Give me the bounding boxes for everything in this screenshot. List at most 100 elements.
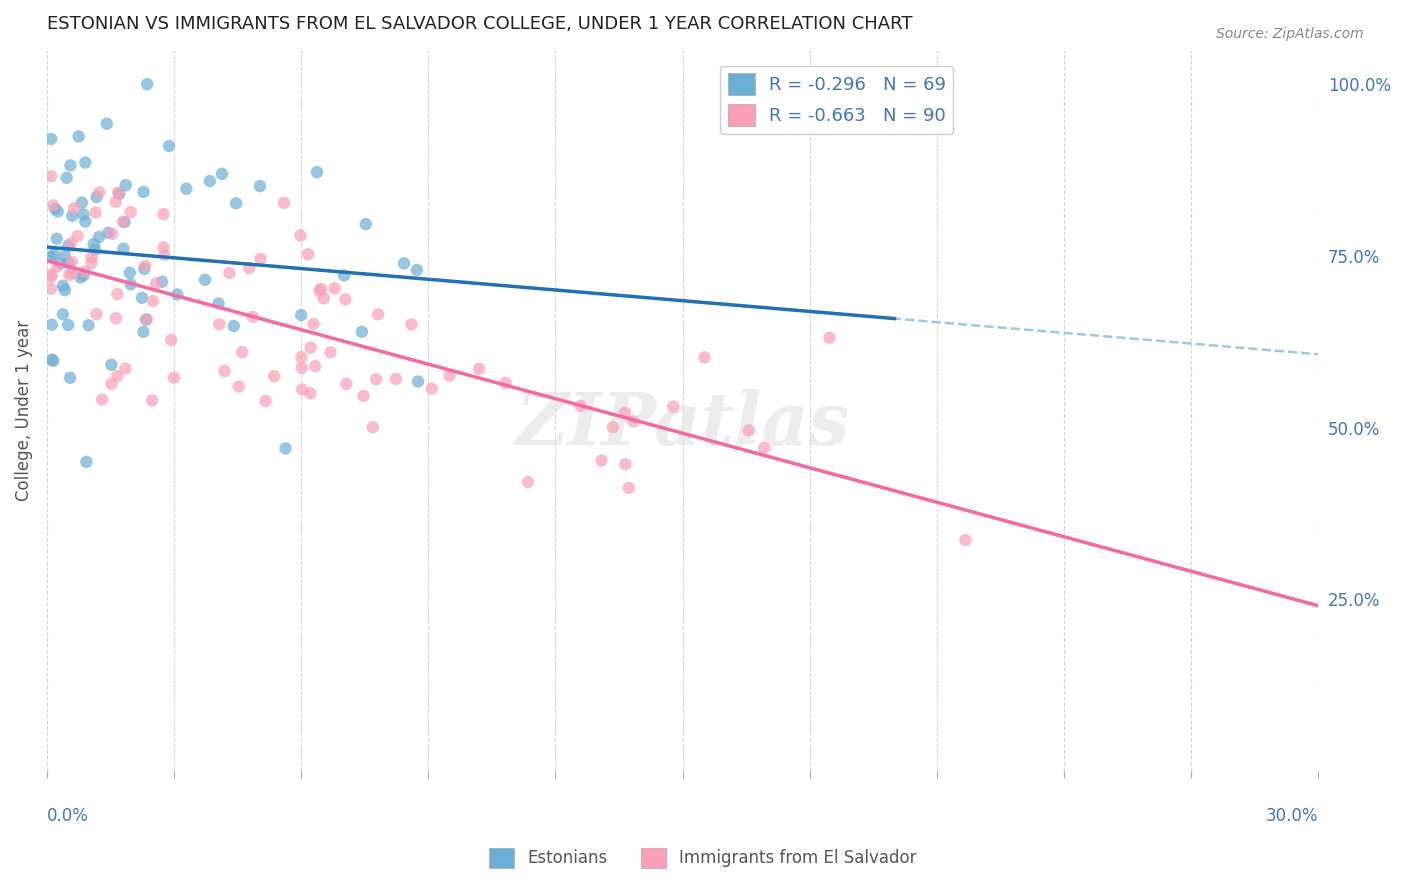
Text: ESTONIAN VS IMMIGRANTS FROM EL SALVADOR COLLEGE, UNDER 1 YEAR CORRELATION CHART: ESTONIAN VS IMMIGRANTS FROM EL SALVADOR … [46,15,912,33]
Point [225,196,247,211]
Point [591,453,613,467]
Point [249,179,271,194]
Legend: Estonians, Immigrants from El Salvador: Estonians, Immigrants from El Salvador [482,841,924,875]
Point [273,195,295,210]
Point [152,207,174,221]
Point [335,293,357,307]
Point [166,287,188,301]
Point [55,170,77,185]
Point [80,256,103,270]
Point [58,256,80,270]
Point [401,318,423,332]
Point [207,296,229,310]
Point [145,277,167,291]
Point [42,247,65,261]
Point [84,243,107,257]
Point [72,268,94,283]
Point [335,376,357,391]
Point [955,533,977,547]
Point [309,282,332,296]
Text: Source: ZipAtlas.com: Source: ZipAtlas.com [1216,27,1364,41]
Point [160,333,183,347]
Point [45,232,67,246]
Point [83,237,105,252]
Point [738,424,761,438]
Point [59,236,82,251]
Point [242,310,264,324]
Point [42,354,65,368]
Point [39,169,62,184]
Point [101,227,124,241]
Point [299,386,322,401]
Point [153,248,176,262]
Point [63,201,86,215]
Point [214,364,236,378]
Point [41,318,63,332]
Point [60,267,83,281]
Point [218,266,240,280]
Point [602,420,624,434]
Point [105,369,128,384]
Point [354,217,377,231]
Point [53,249,76,263]
Point [150,275,173,289]
Point [323,281,346,295]
Point [39,282,62,296]
Point [333,268,356,283]
Point [142,293,165,308]
Point [96,117,118,131]
Point [254,393,277,408]
Text: ZIPatlas: ZIPatlas [516,390,849,460]
Point [120,205,142,219]
Point [58,238,80,252]
Point [53,283,76,297]
Point [290,228,312,243]
Point [222,318,245,333]
Point [350,325,373,339]
Point [163,370,186,384]
Point [617,481,640,495]
Point [569,399,592,413]
Point [60,209,83,223]
Point [97,226,120,240]
Point [49,256,72,270]
Point [364,372,387,386]
Point [44,202,66,216]
Point [118,266,141,280]
Point [132,185,155,199]
Y-axis label: College, Under 1 year: College, Under 1 year [15,320,32,501]
Point [39,269,62,284]
Point [614,406,637,420]
Point [136,312,159,326]
Point [70,195,93,210]
Point [46,204,69,219]
Point [614,457,637,471]
Point [134,261,156,276]
Point [308,284,330,298]
Point [86,307,108,321]
Point [39,250,62,264]
Point [72,208,94,222]
Point [87,230,110,244]
Point [249,252,271,266]
Point [114,178,136,192]
Point [385,372,408,386]
Point [291,360,314,375]
Point [194,273,217,287]
Point [312,291,335,305]
Point [107,186,129,200]
Point [263,369,285,384]
Point [290,308,312,322]
Point [299,341,322,355]
Point [66,229,89,244]
Point [231,345,253,359]
Point [208,318,231,332]
Point [818,331,841,345]
Point [517,475,540,489]
Point [86,190,108,204]
Point [58,268,80,282]
Point [693,351,716,365]
Point [134,259,156,273]
Point [136,77,159,91]
Point [75,214,97,228]
